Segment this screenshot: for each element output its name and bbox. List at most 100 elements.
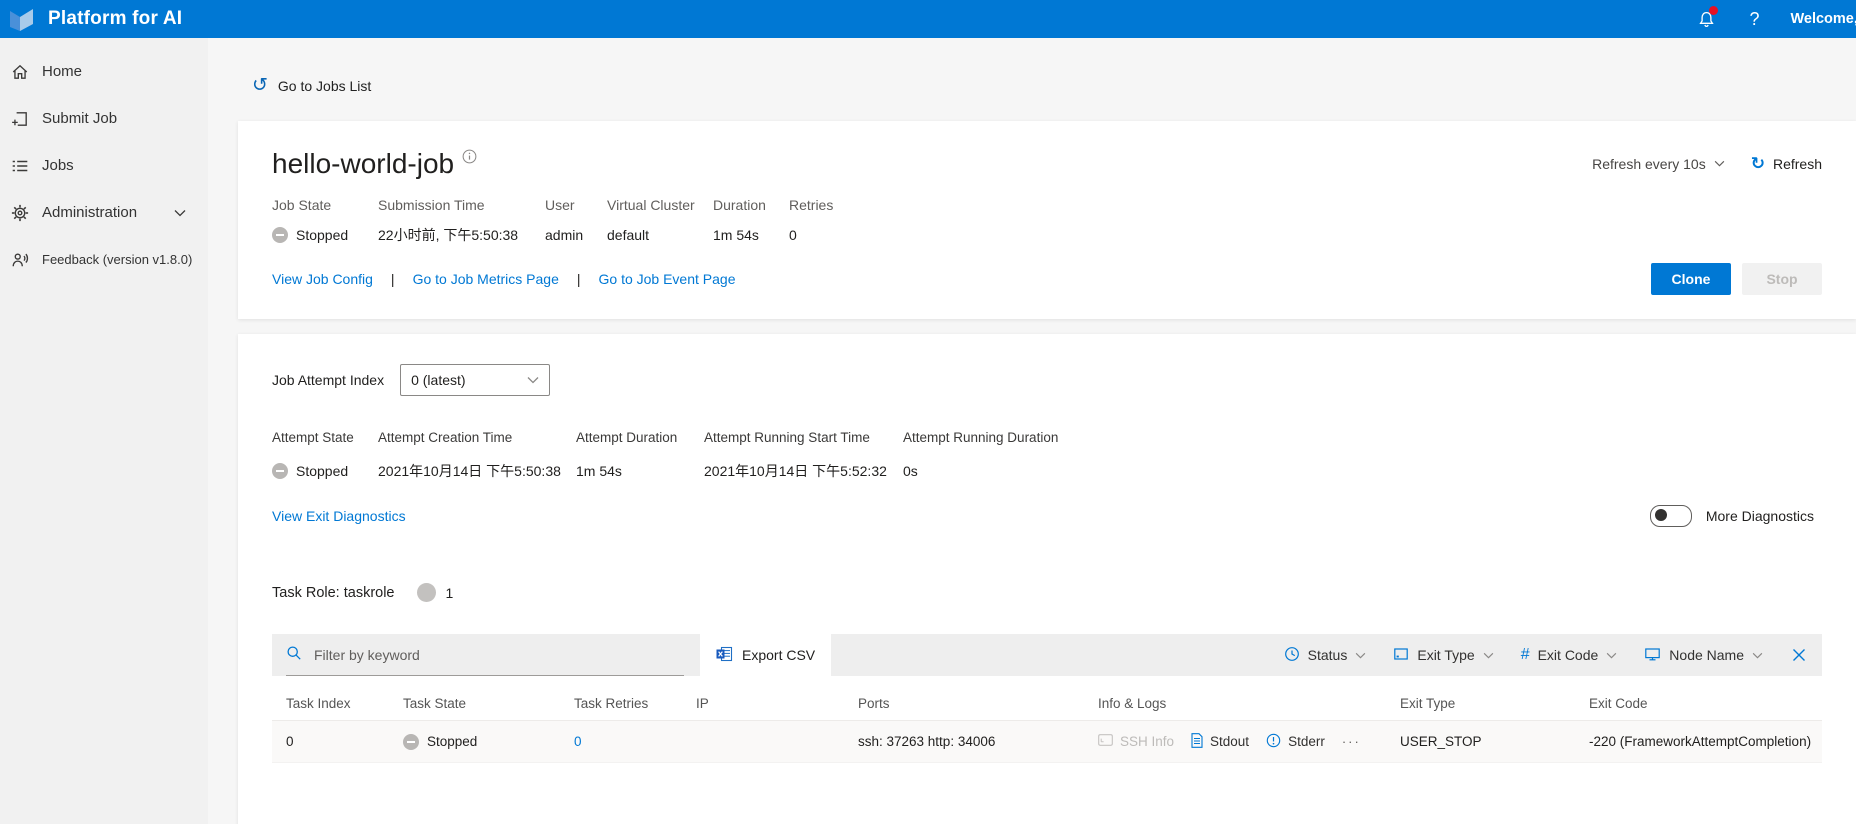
exit-type-filter-dropdown[interactable]: Exit Type xyxy=(1393,646,1493,665)
job-metrics-link[interactable]: Go to Job Metrics Page xyxy=(412,271,559,287)
sidebar-item-label: Home xyxy=(42,63,83,80)
stdout-button[interactable]: Stdout xyxy=(1191,732,1249,751)
sidebar-item-label: Feedback (version v1.8.0) xyxy=(42,252,193,267)
attempt-creation-time-value: 2021年10月14日 下午5:50:38 xyxy=(378,463,561,479)
more-diagnostics-label: More Diagnostics xyxy=(1705,508,1814,524)
excel-icon xyxy=(716,646,733,665)
ssh-info-button[interactable]: SSH Info xyxy=(1098,733,1174,750)
info-icon[interactable] xyxy=(462,149,477,164)
chevron-down-icon xyxy=(174,209,186,217)
go-to-jobs-list-link[interactable]: ↺ Go to Jobs List xyxy=(252,75,372,96)
node-name-filter-dropdown[interactable]: Node Name xyxy=(1644,646,1763,665)
refresh-button[interactable]: ↻ Refresh xyxy=(1750,154,1822,173)
column-header: Duration xyxy=(713,197,766,213)
info-logs-cell: SSH Info Stdout Stderr ··· xyxy=(1098,732,1400,751)
task-table-header: Task Index Task State Task Retries IP Po… xyxy=(272,686,1822,721)
column-header: Attempt Creation Time xyxy=(378,430,513,445)
more-diagnostics-toggle[interactable] xyxy=(1649,505,1692,527)
virtual-cluster-value: default xyxy=(607,227,650,243)
table-row[interactable]: 0 Stopped 0 ssh: 37263 http: 34006 SSH I… xyxy=(272,721,1822,763)
column-header: Task Retries xyxy=(574,695,649,711)
export-csv-button[interactable]: Export CSV xyxy=(700,634,832,676)
sidebar-item-label: Administration xyxy=(42,204,138,221)
column-header: Attempt Running Start Time xyxy=(704,430,870,445)
hash-icon: # xyxy=(1520,646,1530,663)
sidebar: Home Submit Job Jobs xyxy=(0,38,208,824)
link-separator: | xyxy=(576,271,581,287)
notification-badge xyxy=(1709,6,1719,15)
submission-time-value: 22小时前, 下午5:50:38 xyxy=(378,227,519,243)
column-header: Retries xyxy=(789,197,834,213)
toggle-knob xyxy=(1654,509,1667,521)
main-content: ↺ Go to Jobs List hello-world-job Refres… xyxy=(208,38,1856,824)
view-job-config-link[interactable]: View Job Config xyxy=(272,271,373,287)
clone-button[interactable]: Clone xyxy=(1651,263,1731,295)
column-header: Exit Code xyxy=(1589,695,1648,711)
job-attempt-index-label: Job Attempt Index xyxy=(272,372,385,388)
job-event-link[interactable]: Go to Job Event Page xyxy=(598,271,736,287)
ports-cell: ssh: 37263 http: 34006 xyxy=(858,734,996,749)
chevron-down-icon xyxy=(1714,160,1724,167)
sidebar-item-label: Jobs xyxy=(42,157,74,174)
column-header: Attempt State xyxy=(272,430,354,445)
user-value: admin xyxy=(545,227,584,243)
gear-icon xyxy=(10,203,30,223)
clear-filters-close-icon[interactable] xyxy=(1792,648,1806,662)
app-title: Platform for AI xyxy=(48,8,183,29)
sidebar-item-jobs[interactable]: Jobs xyxy=(0,142,208,189)
column-header: Submission Time xyxy=(378,197,485,213)
refresh-interval-dropdown[interactable]: Refresh every 10s xyxy=(1592,156,1725,172)
task-filter-toolbar: Export CSV Status Exit Type xyxy=(272,634,1822,676)
column-header: Ports xyxy=(858,695,890,711)
task-index-cell: 0 xyxy=(286,734,294,749)
attempt-summary-table: Attempt State Attempt Creation Time Atte… xyxy=(272,430,1822,481)
keyword-filter-field[interactable] xyxy=(286,634,684,676)
task-state-cell: Stopped xyxy=(403,733,574,750)
search-input[interactable] xyxy=(312,645,684,664)
attempt-duration-value: 1m 54s xyxy=(576,463,622,479)
stop-button[interactable]: Stop xyxy=(1742,263,1822,295)
error-circle-icon xyxy=(1266,733,1281,751)
column-header: Exit Type xyxy=(1400,695,1456,711)
user-menu[interactable]: Welcome, a xyxy=(1790,11,1856,27)
frame-icon xyxy=(1393,646,1409,665)
column-header: Attempt Duration xyxy=(576,430,678,445)
column-header: Attempt Running Duration xyxy=(903,430,1059,445)
refresh-icon: ↻ xyxy=(1750,154,1765,173)
notifications-bell-icon[interactable] xyxy=(1694,6,1719,31)
job-attempt-index-dropdown[interactable]: 0 (latest) xyxy=(400,364,551,396)
top-bar: Platform for AI ? Welcome, a xyxy=(0,0,1856,38)
duration-value: 1m 54s xyxy=(713,227,759,243)
view-exit-diagnostics-link[interactable]: View Exit Diagnostics xyxy=(272,508,406,524)
column-header: Job State xyxy=(272,197,332,213)
job-state-value: Stopped xyxy=(272,225,378,245)
submit-job-icon xyxy=(10,109,30,129)
clock-icon xyxy=(1284,646,1300,665)
sidebar-item-administration[interactable]: Administration xyxy=(0,189,208,236)
attempt-state-value: Stopped xyxy=(272,461,378,481)
back-arrow-icon: ↺ xyxy=(252,75,268,96)
more-actions-ellipsis[interactable]: ··· xyxy=(1341,734,1361,749)
column-header: Info & Logs xyxy=(1098,695,1167,711)
stopped-status-icon xyxy=(272,227,288,243)
stderr-button[interactable]: Stderr xyxy=(1266,733,1325,751)
chevron-down-icon xyxy=(1483,652,1493,658)
jobs-list-icon xyxy=(10,156,30,176)
sidebar-item-submit-job[interactable]: Submit Job xyxy=(0,95,208,142)
task-count-badge-icon xyxy=(416,583,436,602)
attempt-running-start-value: 2021年10月14日 下午5:52:32 xyxy=(704,463,887,479)
task-count: 1 xyxy=(445,584,454,601)
task-retries-link[interactable]: 0 xyxy=(574,734,582,749)
column-header: Task State xyxy=(403,695,467,711)
stopped-status-icon xyxy=(272,463,288,479)
exit-code-cell: -220 (FrameworkAttemptCompletion) xyxy=(1589,734,1812,749)
sidebar-item-home[interactable]: Home xyxy=(0,48,208,95)
help-icon[interactable]: ? xyxy=(1749,8,1760,29)
sidebar-item-feedback[interactable]: Feedback (version v1.8.0) xyxy=(0,236,208,283)
pai-logo-icon xyxy=(8,5,38,33)
status-filter-dropdown[interactable]: Status xyxy=(1284,646,1367,665)
feedback-icon xyxy=(10,250,30,270)
column-header: Task Index xyxy=(286,695,351,711)
exit-code-filter-dropdown[interactable]: # Exit Code xyxy=(1521,647,1618,663)
document-icon xyxy=(1191,732,1203,751)
